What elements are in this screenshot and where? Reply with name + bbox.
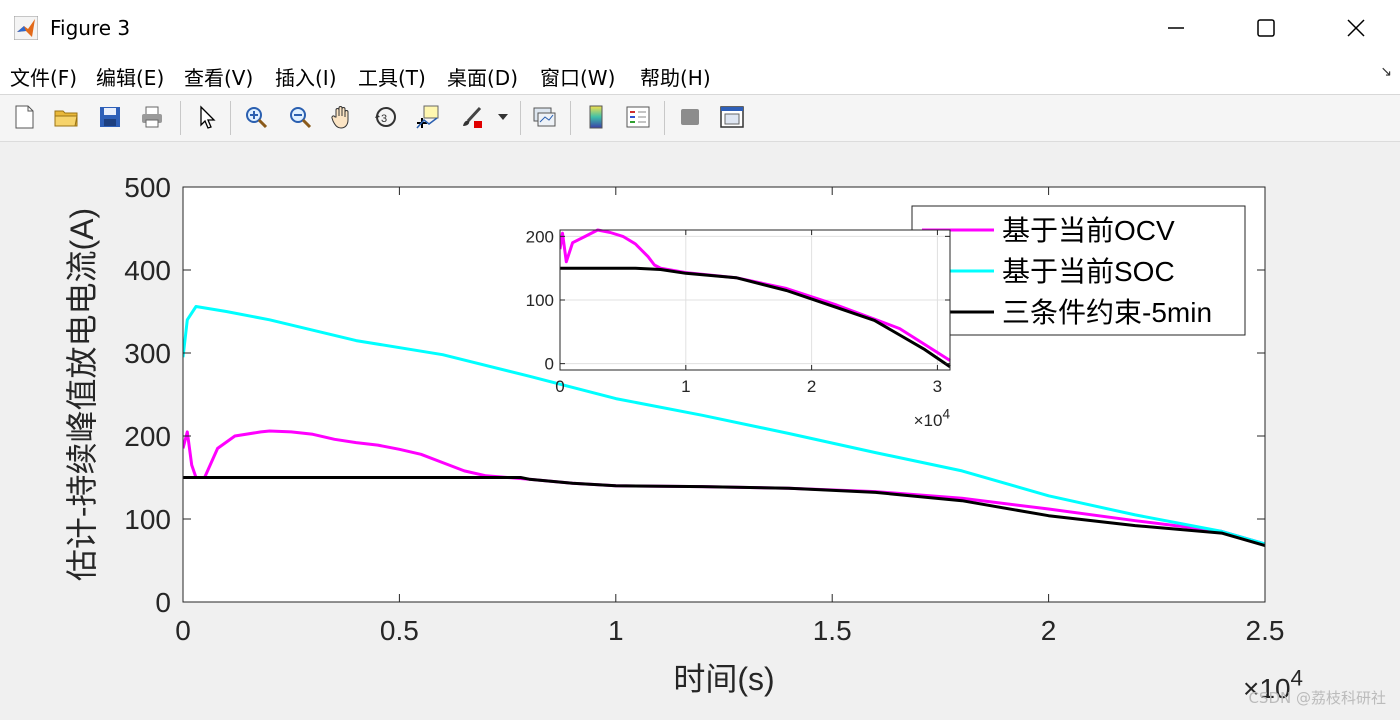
menu-tools[interactable]: 工具(T) [358,66,426,90]
main-x-multiplier: ×104 [1243,665,1303,704]
main-x-tick-label: 0.5 [380,615,419,646]
zoom-in-icon [246,107,268,129]
main-x-axis-label: 时间(s) [673,661,774,697]
zoom-in-button[interactable] [240,101,272,133]
main-series-line-1 [183,305,1266,546]
data-cursor-button[interactable] [412,101,444,133]
brush-icon [463,106,482,128]
brush-dropdown-button[interactable] [494,101,512,133]
show-plot-tools-icon [720,106,744,128]
main-x-tick-label: 2.5 [1246,615,1285,646]
minimize-icon [1168,27,1184,29]
main-axes-frame [182,186,1266,603]
menu-file[interactable]: 文件(F) [10,66,78,90]
inset-x-tick-label: 2 [807,377,816,396]
hide-plot-tools-icon [681,109,699,125]
legend-label-2: 三条件约束-5min [1002,297,1212,328]
legend-label-0: 基于当前OCV [1002,215,1175,246]
data-cursor-icon [416,105,439,129]
main-y-tick-label: 300 [124,338,171,369]
main-x-tick-label: 2 [1041,615,1057,646]
figure-canvas[interactable]: 0 0.5 1 1.5 2 2.5 0 100 200 300 400 500 ×104 时间(s) 估计-… [0,142,1400,716]
menu-window[interactable]: 窗口(W) [540,66,616,90]
inset-series-group [560,228,951,369]
pointer-icon [200,105,216,129]
inset-x-tick-label: 0 [555,377,564,396]
save-button[interactable] [94,101,126,133]
watermark: CSDN @荔枝科研社 [1248,689,1386,707]
main-y-tick-label: 500 [124,172,171,203]
save-icon [100,107,120,127]
rotate-3d-button[interactable]: 3 [370,101,402,133]
legend-button[interactable] [622,101,654,133]
main-y-tick-label: 400 [124,255,171,286]
title-bar: Figure 3 [0,0,1400,56]
dock-arrow-icon[interactable]: ↘ [1380,64,1392,80]
menu-edit[interactable]: 编辑(E) [96,66,165,90]
brush-button[interactable] [456,101,488,133]
menu-bar: 文件(F) 编辑(E) 查看(V) 插入(I) 工具(T) 桌面(D) 窗口(W… [0,56,1400,95]
close-button[interactable] [1326,8,1386,48]
brush-dropdown-icon [498,114,508,120]
maximize-icon [1257,19,1275,37]
maximize-button[interactable] [1236,8,1296,48]
main-y-tick-label: 200 [124,421,171,452]
zoom-out-icon [290,107,312,129]
toolbar-separator [570,101,571,135]
pointer-button[interactable] [190,101,222,133]
inset-x-tick-label: 1 [681,377,690,396]
main-y-axis-label: 估计-持续峰值放电电流(A) [64,208,100,581]
menu-help[interactable]: 帮助(H) [640,66,711,90]
rotate-3d-icon: 3 [375,107,396,127]
new-figure-button[interactable] [8,101,40,133]
toolbar-separator [230,101,231,135]
print-icon [142,106,162,128]
main-series-group [183,305,1266,548]
open-file-button[interactable] [50,101,82,133]
link-plot-icon [533,107,556,127]
figure-toolbar: 3 [0,95,1400,142]
close-icon [1347,19,1365,37]
legend-icon [626,106,650,128]
matlab-logo-icon [14,16,38,40]
inset-series-line-1 [560,266,951,369]
pan-button[interactable] [326,101,358,133]
legend: 基于当前OCV 基于当前SOC 三条件约束-5min [911,205,1246,336]
print-button[interactable] [136,101,168,133]
main-y-tick-label: 0 [155,587,171,618]
inset-x-multiplier: ×104 [914,406,951,430]
toolbar-separator [664,101,665,135]
main-series-line-2 [183,476,1266,548]
zoom-out-button[interactable] [284,101,316,133]
main-x-tick-label: 1 [608,615,624,646]
toolbar-separator [180,101,181,135]
inset-axes: 0 1 2 3 0 100 200 ×104 [526,227,951,430]
pan-hand-icon [331,106,349,129]
toolbar-separator [520,101,521,135]
colorbar-icon [589,105,603,129]
new-figure-icon [15,105,34,129]
main-y-tick-label: 100 [124,504,171,535]
legend-label-1: 基于当前SOC [1002,256,1175,287]
main-x-tick-label: 1.5 [813,615,852,646]
hide-plot-tools-button[interactable] [674,101,706,133]
svg-text:3: 3 [381,113,387,125]
window-title: Figure 3 [50,16,131,40]
inset-y-tick-label: 100 [526,291,554,310]
colorbar-button[interactable] [580,101,612,133]
link-plot-button[interactable] [528,101,560,133]
inset-y-tick-label: 0 [545,355,554,374]
menu-view[interactable]: 查看(V) [184,66,254,90]
main-x-tick-label: 0 [175,615,191,646]
minimize-button[interactable] [1146,8,1206,48]
figure-svg[interactable]: 0 0.5 1 1.5 2 2.50100200300400500×104时间(s)估计-… [0,142,1400,716]
inset-y-tick-label: 200 [526,227,554,246]
menu-insert[interactable]: 插入(I) [275,66,337,90]
open-file-icon [54,110,78,127]
inset-x-tick-label: 3 [933,377,942,396]
show-plot-tools-button[interactable] [716,101,748,133]
menu-desktop[interactable]: 桌面(D) [447,66,519,90]
